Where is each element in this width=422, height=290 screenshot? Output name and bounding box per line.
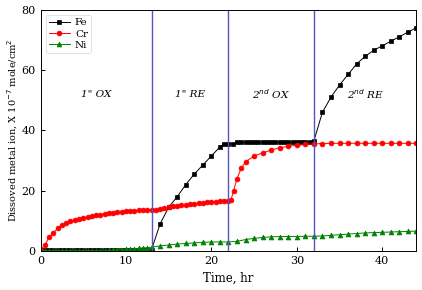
Line: Fe: Fe [38, 25, 419, 253]
Line: Ni: Ni [38, 229, 419, 253]
Cr [337, 142, 342, 145]
Ni [252, 237, 257, 240]
Y-axis label: Dissoved metal ion, X 10$^{-7}$ mole/cm$^{2}$: Dissoved metal ion, X 10$^{-7}$ mole/cm$… [5, 39, 20, 222]
Legend: Fe, Cr, Ni: Fe, Cr, Ni [46, 15, 91, 53]
Fe [76, 249, 81, 252]
Text: 2$^{nd}$ RE: 2$^{nd}$ RE [347, 87, 384, 101]
Text: 2$^{nd}$ OX: 2$^{nd}$ OX [252, 87, 290, 101]
Cr [128, 209, 133, 213]
Cr [200, 201, 206, 204]
Line: Cr: Cr [38, 141, 419, 253]
Fe [239, 141, 244, 144]
Cr [106, 212, 111, 215]
Fe [38, 249, 43, 252]
Ni [337, 233, 342, 236]
Ni [98, 249, 103, 253]
Text: 1" RE: 1" RE [175, 90, 205, 99]
Cr [328, 142, 333, 145]
Fe [132, 249, 137, 252]
Ni [397, 230, 402, 233]
Ni [414, 229, 419, 233]
Fe [94, 249, 99, 252]
Fe [60, 249, 65, 252]
Cr [320, 142, 325, 145]
X-axis label: Time, hr: Time, hr [203, 271, 254, 284]
Fe [136, 249, 141, 252]
Cr [414, 142, 419, 145]
Ni [38, 249, 43, 253]
Fe [414, 26, 419, 29]
Cr [76, 217, 81, 220]
Text: 1" OX: 1" OX [81, 90, 111, 99]
Ni [286, 235, 291, 238]
Cr [38, 249, 43, 252]
Ni [94, 249, 99, 253]
